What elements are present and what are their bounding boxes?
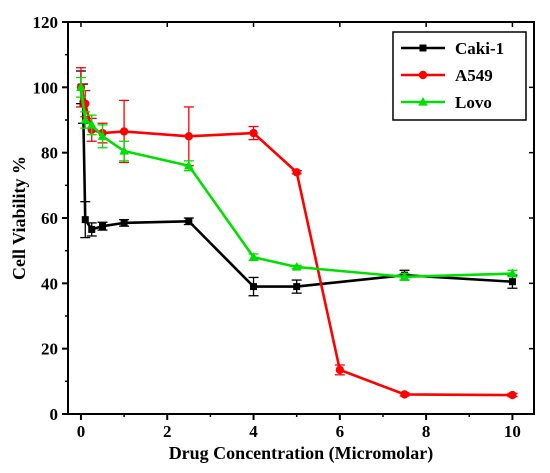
data-point — [291, 262, 302, 271]
data-point — [248, 252, 259, 261]
data-point — [81, 216, 89, 224]
x-tick-label: 8 — [422, 422, 431, 441]
x-tick-label: 4 — [249, 422, 258, 441]
legend: Caki-1 A549 Lovo — [392, 31, 527, 121]
data-point — [418, 70, 428, 80]
data-point — [400, 390, 409, 399]
y-tick-label: 80 — [41, 144, 58, 163]
legend-label: A549 — [455, 66, 493, 85]
series-layer — [75, 67, 518, 400]
data-point — [184, 132, 194, 141]
x-tick-label: 6 — [336, 422, 345, 441]
y-tick-label: 0 — [50, 405, 59, 424]
data-point — [293, 283, 301, 291]
legend-item: A549 — [401, 66, 493, 85]
data-point — [419, 44, 427, 52]
data-point — [250, 283, 258, 291]
data-point — [335, 365, 345, 375]
data-point — [99, 222, 107, 230]
y-tick-label: 120 — [33, 13, 59, 32]
y-tick-label: 60 — [41, 209, 58, 228]
x-tick-label: 0 — [77, 422, 86, 441]
axis-ticks: 0 20 40 60 80 100 120 0 2 4 6 8 10 — [33, 13, 534, 441]
data-point — [418, 97, 428, 106]
legend-label: Caki-1 — [455, 39, 504, 58]
x-axis-label: Drug Concentration (Micromolar) — [169, 443, 434, 464]
data-point — [185, 217, 193, 225]
x-tick-label: 10 — [504, 422, 521, 441]
data-point — [507, 268, 518, 278]
data-point — [399, 271, 410, 281]
y-axis-label: Cell Viability % — [9, 156, 29, 280]
data-point — [249, 128, 258, 138]
data-point — [80, 115, 91, 124]
data-point — [76, 82, 86, 91]
legend-item: Lovo — [401, 93, 492, 112]
data-point — [86, 119, 97, 129]
y-tick-label: 100 — [33, 78, 59, 97]
data-point — [119, 146, 129, 155]
data-point — [508, 390, 517, 400]
data-point — [120, 219, 128, 227]
x-tick-label: 2 — [163, 422, 172, 441]
y-tick-label: 20 — [41, 340, 58, 359]
series-a549 — [75, 67, 518, 400]
series-lovo — [75, 76, 518, 281]
series-line — [79, 87, 513, 397]
y-tick-label: 40 — [41, 274, 58, 293]
data-point — [508, 278, 516, 286]
legend-item: Caki-1 — [401, 39, 504, 58]
data-point — [184, 160, 194, 170]
data-point — [292, 168, 301, 177]
data-point — [119, 127, 129, 136]
data-point — [97, 131, 108, 140]
data-point — [88, 225, 96, 233]
legend-label: Lovo — [455, 93, 492, 112]
